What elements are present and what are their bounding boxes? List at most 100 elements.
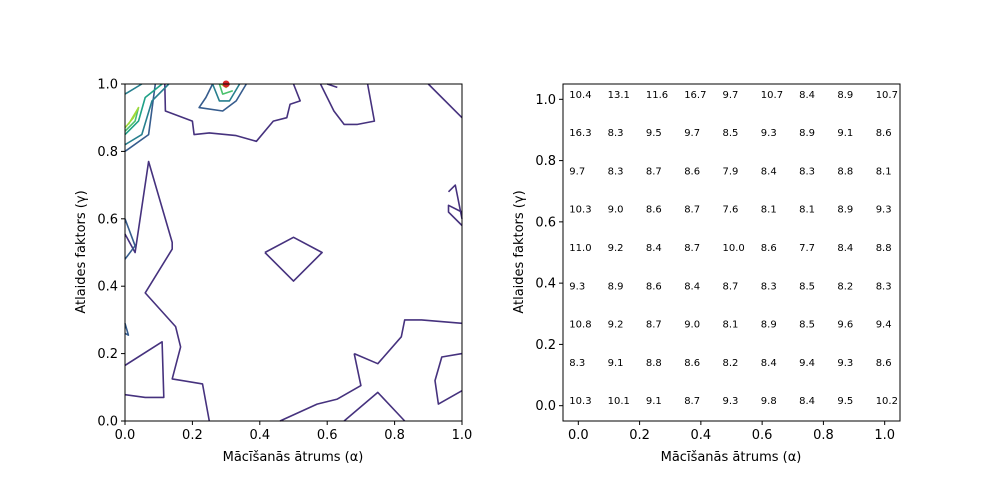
contour-line xyxy=(124,323,130,336)
contour-line xyxy=(124,83,163,136)
table-cell-value: 13.1 xyxy=(608,90,630,101)
table-cell-value: 9.2 xyxy=(608,243,624,254)
contour-line xyxy=(343,391,406,422)
table-cell-value: 10.4 xyxy=(569,90,591,101)
table-cell-value: 10.2 xyxy=(876,396,898,407)
table-cell-value: 8.6 xyxy=(876,358,892,369)
table-x-axis-label: Mācīšanās ātrums (α) xyxy=(661,450,802,465)
contour-x-ticks: 0.0 0.2 0.4 0.6 0.8 1.0 xyxy=(115,421,473,443)
contour-line xyxy=(124,160,211,422)
table-cell-value: 9.0 xyxy=(684,320,700,331)
table-cell-value: 8.2 xyxy=(723,358,739,369)
table-cell-value: 9.3 xyxy=(837,358,853,369)
contour-line xyxy=(353,319,463,365)
table-cell-value: 8.3 xyxy=(569,358,585,369)
contour-x-tick-label: 0.0 xyxy=(115,428,136,443)
table-x-tick-label: 0.8 xyxy=(813,428,834,443)
table-cell-value: 8.9 xyxy=(799,128,815,139)
contour-line xyxy=(447,204,463,227)
contour-y-tick-label: 0.6 xyxy=(97,212,118,227)
table-cell-value: 11.0 xyxy=(569,243,591,254)
contour-x-axis-label: Mācīšanās ātrums (α) xyxy=(223,450,364,465)
table-cell-value: 9.7 xyxy=(723,90,739,101)
table-cell-value: 8.9 xyxy=(837,90,853,101)
table-cell-value: 7.7 xyxy=(799,243,815,254)
table-y-ticks: 0.0 0.2 0.4 0.6 0.8 1.0 xyxy=(535,93,563,414)
table-cell-value: 7.6 xyxy=(723,205,739,216)
table-cell-value: 16.7 xyxy=(684,90,706,101)
table-cell-value: 8.5 xyxy=(799,281,815,292)
table-y-tick-label: 0.4 xyxy=(535,277,556,292)
table-cell-value: 10.3 xyxy=(569,396,591,407)
table-cell-value: 8.6 xyxy=(761,243,777,254)
table-cell-value: 8.4 xyxy=(684,281,700,292)
table-y-tick-label: 1.0 xyxy=(535,93,556,108)
table-cell-value: 9.7 xyxy=(684,128,700,139)
table-cell-value: 10.8 xyxy=(569,320,591,331)
value-table-plot: 10.4 13.1 11.6 16.7 9.7 10.7 8.4 8.9 10.7 16.3 8.3… xyxy=(512,83,901,465)
table-cell-value: 16.3 xyxy=(569,128,591,139)
contour-line xyxy=(124,107,140,132)
table-y-tick-label: 0.8 xyxy=(535,154,556,169)
table-cell-value: 8.8 xyxy=(876,243,892,254)
contour-line xyxy=(279,353,362,422)
contour-line xyxy=(124,83,170,146)
contour-y-tick-label: 0.2 xyxy=(97,347,118,362)
contour-line xyxy=(264,236,323,282)
contour-x-tick-label: 0.4 xyxy=(249,428,270,443)
table-cell-value: 10.7 xyxy=(876,90,898,101)
contour-y-tick-label: 1.0 xyxy=(97,78,118,93)
table-cell-value: 8.7 xyxy=(684,205,700,216)
table-x-tick-label: 1.0 xyxy=(874,428,895,443)
table-cell-value: 8.4 xyxy=(799,396,815,407)
table-cell-value: 9.4 xyxy=(876,320,892,331)
table-cell-value: 8.6 xyxy=(646,281,662,292)
table-cell-value: 8.4 xyxy=(761,358,777,369)
contour-lines xyxy=(124,83,463,422)
table-cells: 10.4 13.1 11.6 16.7 9.7 10.7 8.4 8.9 10.7 16.3 8.3… xyxy=(569,90,898,407)
contour-plot: 0.0 0.2 0.4 0.6 0.8 1.0 0.0 0.2 0.4 0.6 0.8 1.0 Mā… xyxy=(74,78,472,466)
contour-line xyxy=(124,83,143,95)
table-cell-value: 8.5 xyxy=(799,320,815,331)
table-cell-value: 8.1 xyxy=(876,166,892,177)
contour-line xyxy=(218,83,234,95)
table-cell-value: 9.6 xyxy=(837,320,853,331)
table-cell-value: 8.7 xyxy=(723,281,739,292)
table-cell-value: 9.2 xyxy=(608,320,624,331)
table-cell-value: 9.1 xyxy=(646,396,662,407)
table-cell-value: 9.3 xyxy=(569,281,585,292)
contour-x-tick-label: 0.2 xyxy=(182,428,203,443)
table-cell-value: 9.3 xyxy=(876,205,892,216)
table-cell-value: 9.8 xyxy=(761,396,777,407)
contour-line xyxy=(427,83,463,119)
contour-x-tick-label: 1.0 xyxy=(452,428,473,443)
table-cell-value: 8.3 xyxy=(761,281,777,292)
table-axes-frame xyxy=(562,83,901,422)
table-cell-value: 8.7 xyxy=(646,320,662,331)
table-cell-value: 8.7 xyxy=(684,396,700,407)
table-cell-value: 8.4 xyxy=(799,90,815,101)
table-cell-value: 10.0 xyxy=(723,243,745,254)
contour-axes-frame xyxy=(124,83,463,422)
table-x-tick-label: 0.2 xyxy=(629,428,650,443)
table-x-tick-label: 0.0 xyxy=(568,428,589,443)
table-cell-value: 10.1 xyxy=(608,396,630,407)
table-cell-value: 8.3 xyxy=(876,281,892,292)
table-cell-value: 9.1 xyxy=(608,358,624,369)
table-x-tick-label: 0.6 xyxy=(752,428,773,443)
contour-x-tick-label: 0.6 xyxy=(317,428,338,443)
table-cell-value: 9.1 xyxy=(837,128,853,139)
contour-x-tick-label: 0.8 xyxy=(384,428,405,443)
table-cell-value: 8.4 xyxy=(646,243,662,254)
table-y-tick-label: 0.2 xyxy=(535,338,556,353)
table-cell-value: 8.5 xyxy=(723,128,739,139)
table-cell-value: 9.7 xyxy=(569,166,585,177)
table-cell-value: 8.2 xyxy=(837,281,853,292)
table-cell-value: 8.8 xyxy=(837,166,853,177)
table-cell-value: 10.3 xyxy=(569,205,591,216)
table-y-tick-label: 0.6 xyxy=(535,215,556,230)
table-cell-value: 8.8 xyxy=(646,358,662,369)
contour-line xyxy=(211,83,241,102)
table-cell-value: 10.7 xyxy=(761,90,783,101)
